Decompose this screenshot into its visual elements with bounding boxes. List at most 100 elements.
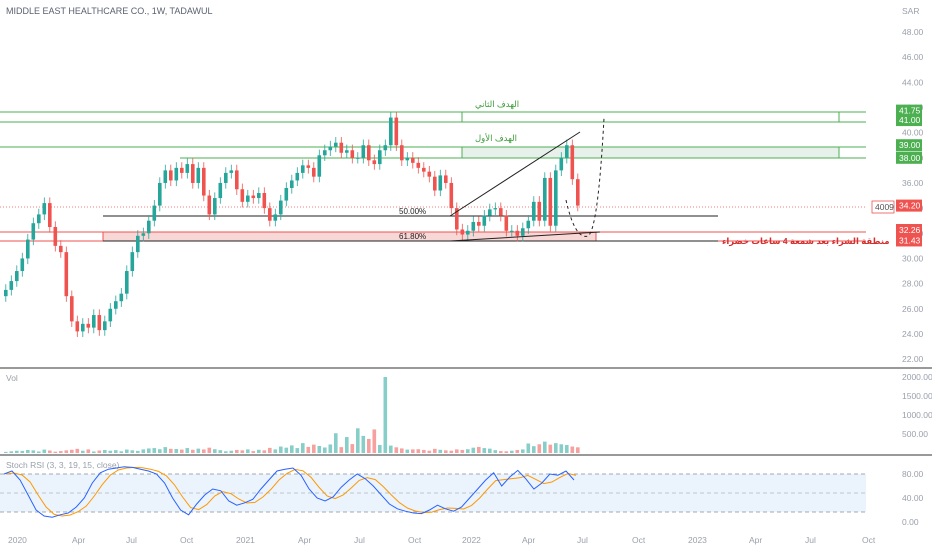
volume-bar [70,449,74,453]
volume-bar [554,443,558,453]
price-axis[interactable]: 48.0046.0044.0042.0040.0038.0036.0034.00… [902,27,924,364]
candle-body [532,201,536,221]
candle-body [9,281,14,290]
candle-body [383,145,388,151]
stoch-tick-label: 80.00 [902,469,924,479]
volume-tick-label: 500.00 [902,429,928,439]
price-tick-label: 44.00 [902,77,924,87]
volume-bar [532,446,536,453]
candle-body [257,193,261,199]
price-tag-label: 38.00 [899,153,921,163]
volume-bar [31,450,36,453]
candle-body [306,165,311,168]
candle-body [433,176,437,191]
volume-bar [405,449,410,453]
volume-bars [4,377,580,453]
volume-bar [92,451,96,453]
candle-body [394,117,399,146]
stoch-lines [3,466,577,518]
candle-body [438,175,443,191]
time-axis[interactable]: 2020 Apr Jul Oct 2021 Apr Jul Oct 2022 Apr Jul Oct 2… [8,535,876,545]
candle-body [196,167,201,183]
candle-body [202,167,206,196]
candle-body [345,150,349,153]
volume-axis[interactable]: 2000.00 1500.00 1000.00 500.00 [902,372,932,439]
candle-body [240,189,245,202]
candle-body [218,182,223,199]
volume-bar [246,449,250,453]
lower-trendline [449,231,601,242]
candle-body [554,170,558,226]
volume-bar [543,441,547,453]
volume-bar [548,444,553,453]
volume-bar [119,451,124,453]
volume-bar [477,446,481,453]
candle-body [290,180,294,188]
volume-bar [290,445,294,453]
time-tick-label: 2020 [8,535,27,545]
price-tick-label: 48.00 [902,27,924,37]
volume-bar [37,451,41,453]
volume-bar [438,449,443,453]
candle-body [53,226,58,246]
candle-body [570,145,575,180]
candle-body [130,252,135,272]
candle-body [279,200,283,215]
candle-body [444,175,448,183]
candle-body [416,162,421,168]
volume-bar [4,451,8,453]
volume-bar [482,448,487,453]
price-candles [4,111,580,338]
volume-bar [53,451,58,453]
volume-bar [504,451,509,453]
candle-body [251,195,256,199]
volume-bar [42,449,47,453]
time-tick-label: Apr [298,535,311,545]
volume-bar [537,444,542,453]
volume-bar [433,448,437,453]
volume-bar [422,449,426,453]
projection-path [565,117,605,237]
candle-body [466,230,470,235]
candle-body [152,205,157,221]
time-tick-label: Apr [72,535,85,545]
time-tick-label: Oct [180,535,194,545]
volume-bar [317,445,322,453]
volume-bar [251,451,256,453]
price-tag-box [896,139,922,152]
volume-bar [235,449,239,453]
volume-bar [306,446,311,453]
stoch-tick-label: 0.00 [902,517,919,527]
candle-body [460,229,465,235]
price-tick-label: 46.00 [902,52,924,62]
price-tick-label: 28.00 [902,279,924,289]
price-tick-label: 30.00 [902,253,924,263]
time-tick-label: 2023 [688,535,707,545]
candle-body [92,315,96,328]
candle-body [207,195,212,215]
annotation-zones [102,111,840,242]
volume-bar [202,449,206,453]
candle-body [262,193,267,209]
volume-tag-box [871,200,895,214]
volume-bar [312,444,316,453]
time-tick-label: 2022 [462,535,481,545]
volume-tag: 4009 [875,202,894,212]
candle-body [147,220,151,234]
volume-bar [383,377,388,453]
candle-body [125,271,129,294]
candle-body [81,323,85,332]
candle-body [482,215,487,226]
volume-bar [427,450,432,453]
volume-bar [169,448,173,453]
volume-bar [449,450,454,453]
candle-body [4,289,8,297]
volume-bar [499,451,503,453]
candle-body [323,150,327,156]
candle-body [136,235,140,253]
stoch-axis[interactable]: 80.00 40.00 0.00 [902,469,924,527]
time-tick-label: Jul [577,535,588,545]
volume-bar [378,445,382,453]
candle-body [471,221,476,231]
